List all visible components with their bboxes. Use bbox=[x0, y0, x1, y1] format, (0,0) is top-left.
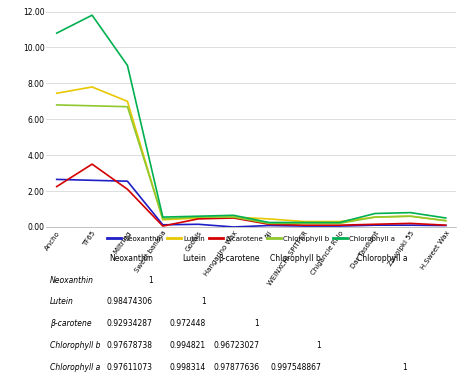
Text: 0.96723027: 0.96723027 bbox=[213, 341, 260, 350]
Text: Chlorophyll a: Chlorophyll a bbox=[50, 362, 100, 372]
Text: 0.97877636: 0.97877636 bbox=[213, 362, 260, 372]
Text: Chlorophyll b: Chlorophyll b bbox=[270, 254, 321, 263]
Text: Chlorophyll a: Chlorophyll a bbox=[356, 254, 407, 263]
Text: 1: 1 bbox=[201, 297, 206, 306]
Text: 1: 1 bbox=[402, 362, 407, 372]
Text: Chlorophyll b: Chlorophyll b bbox=[50, 341, 100, 350]
Text: Lutein: Lutein bbox=[182, 254, 206, 263]
Text: Neoxanthin: Neoxanthin bbox=[50, 276, 94, 284]
Text: 0.997548867: 0.997548867 bbox=[270, 362, 321, 372]
Text: 1: 1 bbox=[148, 276, 153, 284]
Legend: Neoxanthin, Lutein, β-carotene, Chlorophyll b, Chlorophyll a: Neoxanthin, Lutein, β-carotene, Chloroph… bbox=[107, 235, 396, 242]
Text: 1: 1 bbox=[316, 341, 321, 350]
Text: Lutein: Lutein bbox=[50, 297, 74, 306]
Text: 1: 1 bbox=[254, 319, 260, 328]
Text: 0.97611073: 0.97611073 bbox=[107, 362, 153, 372]
Text: 0.92934287: 0.92934287 bbox=[107, 319, 153, 328]
Text: β-carotene: β-carotene bbox=[50, 319, 92, 328]
Text: Neoxanthin: Neoxanthin bbox=[109, 254, 153, 263]
Text: β-carotene: β-carotene bbox=[218, 254, 260, 263]
Text: 0.98474306: 0.98474306 bbox=[106, 297, 153, 306]
Text: 0.97678738: 0.97678738 bbox=[107, 341, 153, 350]
Text: 0.998314: 0.998314 bbox=[170, 362, 206, 372]
Text: 0.994821: 0.994821 bbox=[170, 341, 206, 350]
Text: 0.972448: 0.972448 bbox=[170, 319, 206, 328]
